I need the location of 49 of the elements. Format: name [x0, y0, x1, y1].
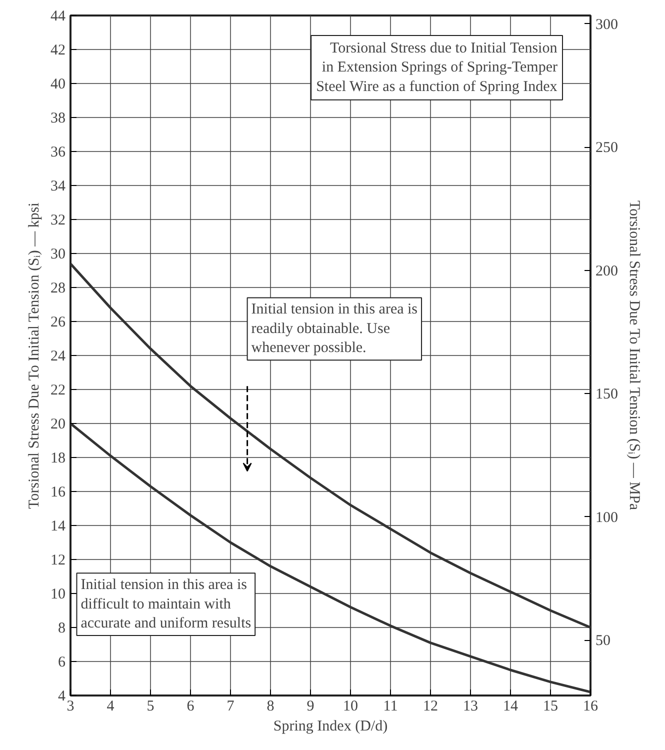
text: Torsional Stress due to Initial Tension in Extension Springs of Spring-Temper Steel Wire as a function of Spring Index — [316, 40, 558, 95]
x-tick-label: 13 — [463, 698, 478, 714]
x-tick-label: 6 — [186, 698, 195, 714]
y2-tick-label: 300 — [596, 16, 618, 33]
y-tick-label: 22 — [50, 382, 66, 398]
x-tick-label: 14 — [503, 698, 518, 714]
x-tick-label: 8 — [266, 698, 274, 714]
x-tick-label: 11 — [383, 698, 398, 714]
y-tick-label: 6 — [58, 654, 66, 670]
y2-tick-label: 100 — [596, 510, 618, 526]
x-tick-label: 10 — [343, 698, 358, 714]
x-axis-title: Spring Index (D/d) — [273, 718, 388, 734]
y-tick-label: 24 — [50, 348, 66, 364]
y2-tick-label: 50 — [596, 633, 610, 650]
y-tick-label: 10 — [50, 586, 66, 602]
y-tick-label: 28 — [50, 280, 66, 296]
y2-axis-title: Torsional Stress Due To Initial Tension (Sᵢ) — MPa — [626, 200, 642, 510]
x-tick-label: 3 — [66, 698, 74, 714]
y-tick-label: 12 — [50, 552, 66, 568]
y-tick-label: 34 — [50, 178, 66, 194]
y-tick-label: 4 — [58, 688, 66, 704]
y-tick-label: 14 — [50, 518, 66, 534]
y-tick-label: 42 — [50, 42, 66, 58]
y-tick-label: 26 — [50, 314, 66, 330]
x-tick-label: 12 — [423, 698, 438, 714]
x-tick-label: 16 — [583, 698, 598, 714]
y2-tick-label: 200 — [596, 263, 618, 280]
y-tick-label: 36 — [50, 144, 66, 160]
y2-tick-label: 150 — [596, 386, 618, 403]
y-tick-label: 16 — [50, 484, 66, 500]
y-tick-label: 30 — [50, 246, 66, 262]
y-tick-label: 32 — [50, 212, 66, 228]
line-series — [70, 422, 590, 694]
y-tick-label: 18 — [50, 450, 66, 466]
y2-tick-label: 250 — [596, 140, 618, 156]
y-tick-label: 44 — [50, 8, 66, 24]
x-tick-label: 15 — [543, 698, 558, 714]
y-tick-label: 20 — [50, 416, 66, 432]
y-tick-label: 8 — [58, 620, 66, 636]
line-series — [70, 262, 590, 629]
x-tick-label: 9 — [306, 698, 314, 714]
y-tick-label: 38 — [50, 110, 66, 126]
y-axis-title: Torsional Stress Due To Initial Tension (Sᵢ) — kpsi — [26, 202, 42, 509]
x-tick-label: 7 — [226, 698, 235, 714]
y-tick-label: 40 — [50, 76, 66, 92]
annotation: Initial tension in this area is difficult to maintain with accurate and uniform results — [80, 577, 252, 632]
x-tick-label: 4 — [106, 698, 115, 714]
x-tick-label: 5 — [146, 698, 154, 714]
annotation: Initial tension in this area is readily obtainable. Use whenever possible. — [251, 302, 418, 356]
